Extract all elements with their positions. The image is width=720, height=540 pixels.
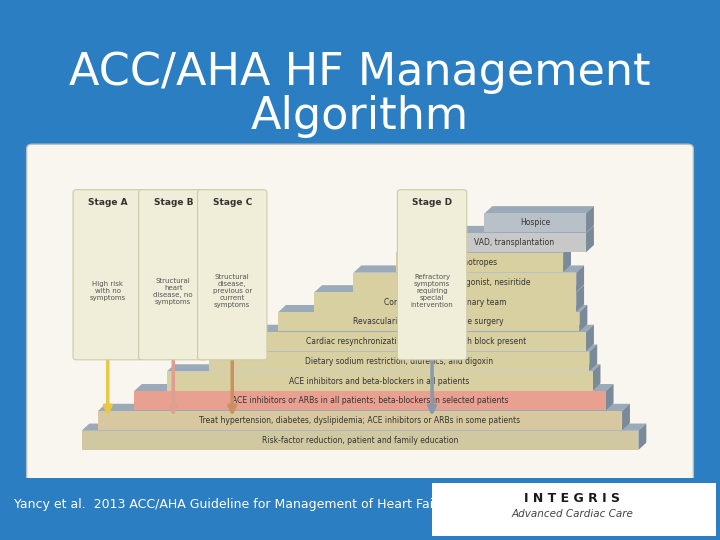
Polygon shape	[590, 345, 597, 371]
Text: Risk-factor reduction, patient and family education: Risk-factor reduction, patient and famil…	[262, 436, 458, 445]
Bar	[314, 293, 576, 312]
Polygon shape	[586, 226, 594, 252]
Polygon shape	[167, 364, 600, 372]
Polygon shape	[278, 305, 588, 312]
Text: Dietary sodium restriction, diuretics, and digoxin: Dietary sodium restriction, diuretics, a…	[305, 357, 493, 366]
Polygon shape	[622, 404, 630, 430]
FancyBboxPatch shape	[138, 190, 208, 360]
FancyBboxPatch shape	[197, 190, 267, 360]
Polygon shape	[396, 246, 571, 253]
Text: Stage B: Stage B	[153, 198, 193, 207]
Bar	[396, 253, 563, 272]
Text: Hospice: Hospice	[520, 219, 550, 227]
Polygon shape	[580, 305, 588, 332]
Polygon shape	[576, 266, 584, 292]
Bar	[442, 233, 586, 252]
Polygon shape	[593, 364, 600, 390]
Bar	[167, 372, 593, 390]
Polygon shape	[246, 325, 594, 332]
Bar	[134, 392, 606, 410]
Bar	[98, 411, 622, 430]
Text: Treat hypertension, diabetes, dyslipidemia; ACE inhibitors or ARBs in some patie: Treat hypertension, diabetes, dyslipidem…	[199, 416, 521, 425]
Text: ACE inhibitors and beta-blockers in all patients: ACE inhibitors and beta-blockers in all …	[289, 376, 470, 386]
Polygon shape	[442, 226, 594, 233]
Text: Inotropes: Inotropes	[462, 258, 498, 267]
Polygon shape	[314, 285, 584, 293]
Polygon shape	[563, 246, 571, 272]
Polygon shape	[98, 404, 630, 411]
Polygon shape	[586, 206, 594, 233]
Text: ACC/AHA HF Management: ACC/AHA HF Management	[69, 51, 651, 94]
Bar	[246, 332, 586, 351]
Polygon shape	[81, 423, 647, 431]
Text: Stage D: Stage D	[412, 198, 452, 207]
Bar	[0, 478, 720, 540]
Polygon shape	[485, 206, 594, 213]
Text: Structural
heart
disease, no
symptoms: Structural heart disease, no symptoms	[153, 278, 193, 305]
Text: Stage C: Stage C	[212, 198, 252, 207]
Polygon shape	[134, 384, 613, 392]
Text: VAD, transplantation: VAD, transplantation	[474, 238, 554, 247]
FancyBboxPatch shape	[397, 190, 467, 360]
Text: Consider multidisciplinary team: Consider multidisciplinary team	[384, 298, 506, 307]
FancyBboxPatch shape	[27, 144, 693, 482]
Text: ACE inhibitors or ARBs in all patients; beta-blockers in selected patients: ACE inhibitors or ARBs in all patients; …	[232, 396, 508, 406]
Polygon shape	[576, 285, 584, 312]
Bar	[432, 483, 716, 536]
Text: High risk
with no
symptoms: High risk with no symptoms	[89, 281, 126, 301]
Bar	[210, 352, 590, 371]
Bar	[485, 213, 586, 233]
FancyBboxPatch shape	[73, 190, 143, 360]
Text: Aldosterone antagonist, nesiritide: Aldosterone antagonist, nesiritide	[400, 278, 530, 287]
Text: Yancy et al.  2013 ACC/AHA Guideline for Management of Heart Failure: Yancy et al. 2013 ACC/AHA Guideline for …	[14, 498, 458, 511]
Bar	[81, 431, 639, 450]
Polygon shape	[606, 384, 613, 410]
Bar	[278, 312, 580, 332]
Text: Advanced Cardiac Care: Advanced Cardiac Care	[511, 509, 634, 518]
Text: Structural
disease,
previous or
current
symptoms: Structural disease, previous or current …	[212, 274, 252, 308]
Polygon shape	[210, 345, 597, 352]
Polygon shape	[586, 325, 594, 351]
Bar	[354, 273, 576, 292]
Text: I N T E G R I S: I N T E G R I S	[524, 492, 621, 505]
Text: Refractory
symptoms
requiring
special
intervention: Refractory symptoms requiring special in…	[410, 274, 454, 308]
Text: Stage A: Stage A	[88, 198, 127, 207]
Polygon shape	[354, 266, 584, 273]
Polygon shape	[639, 423, 647, 450]
Text: Cardiac resynchronization if bundle-branch block present: Cardiac resynchronization if bundle-bran…	[305, 337, 526, 346]
Text: Algorithm: Algorithm	[251, 94, 469, 138]
Text: Revascularization, mitral-valve surgery: Revascularization, mitral-valve surgery	[354, 318, 504, 326]
